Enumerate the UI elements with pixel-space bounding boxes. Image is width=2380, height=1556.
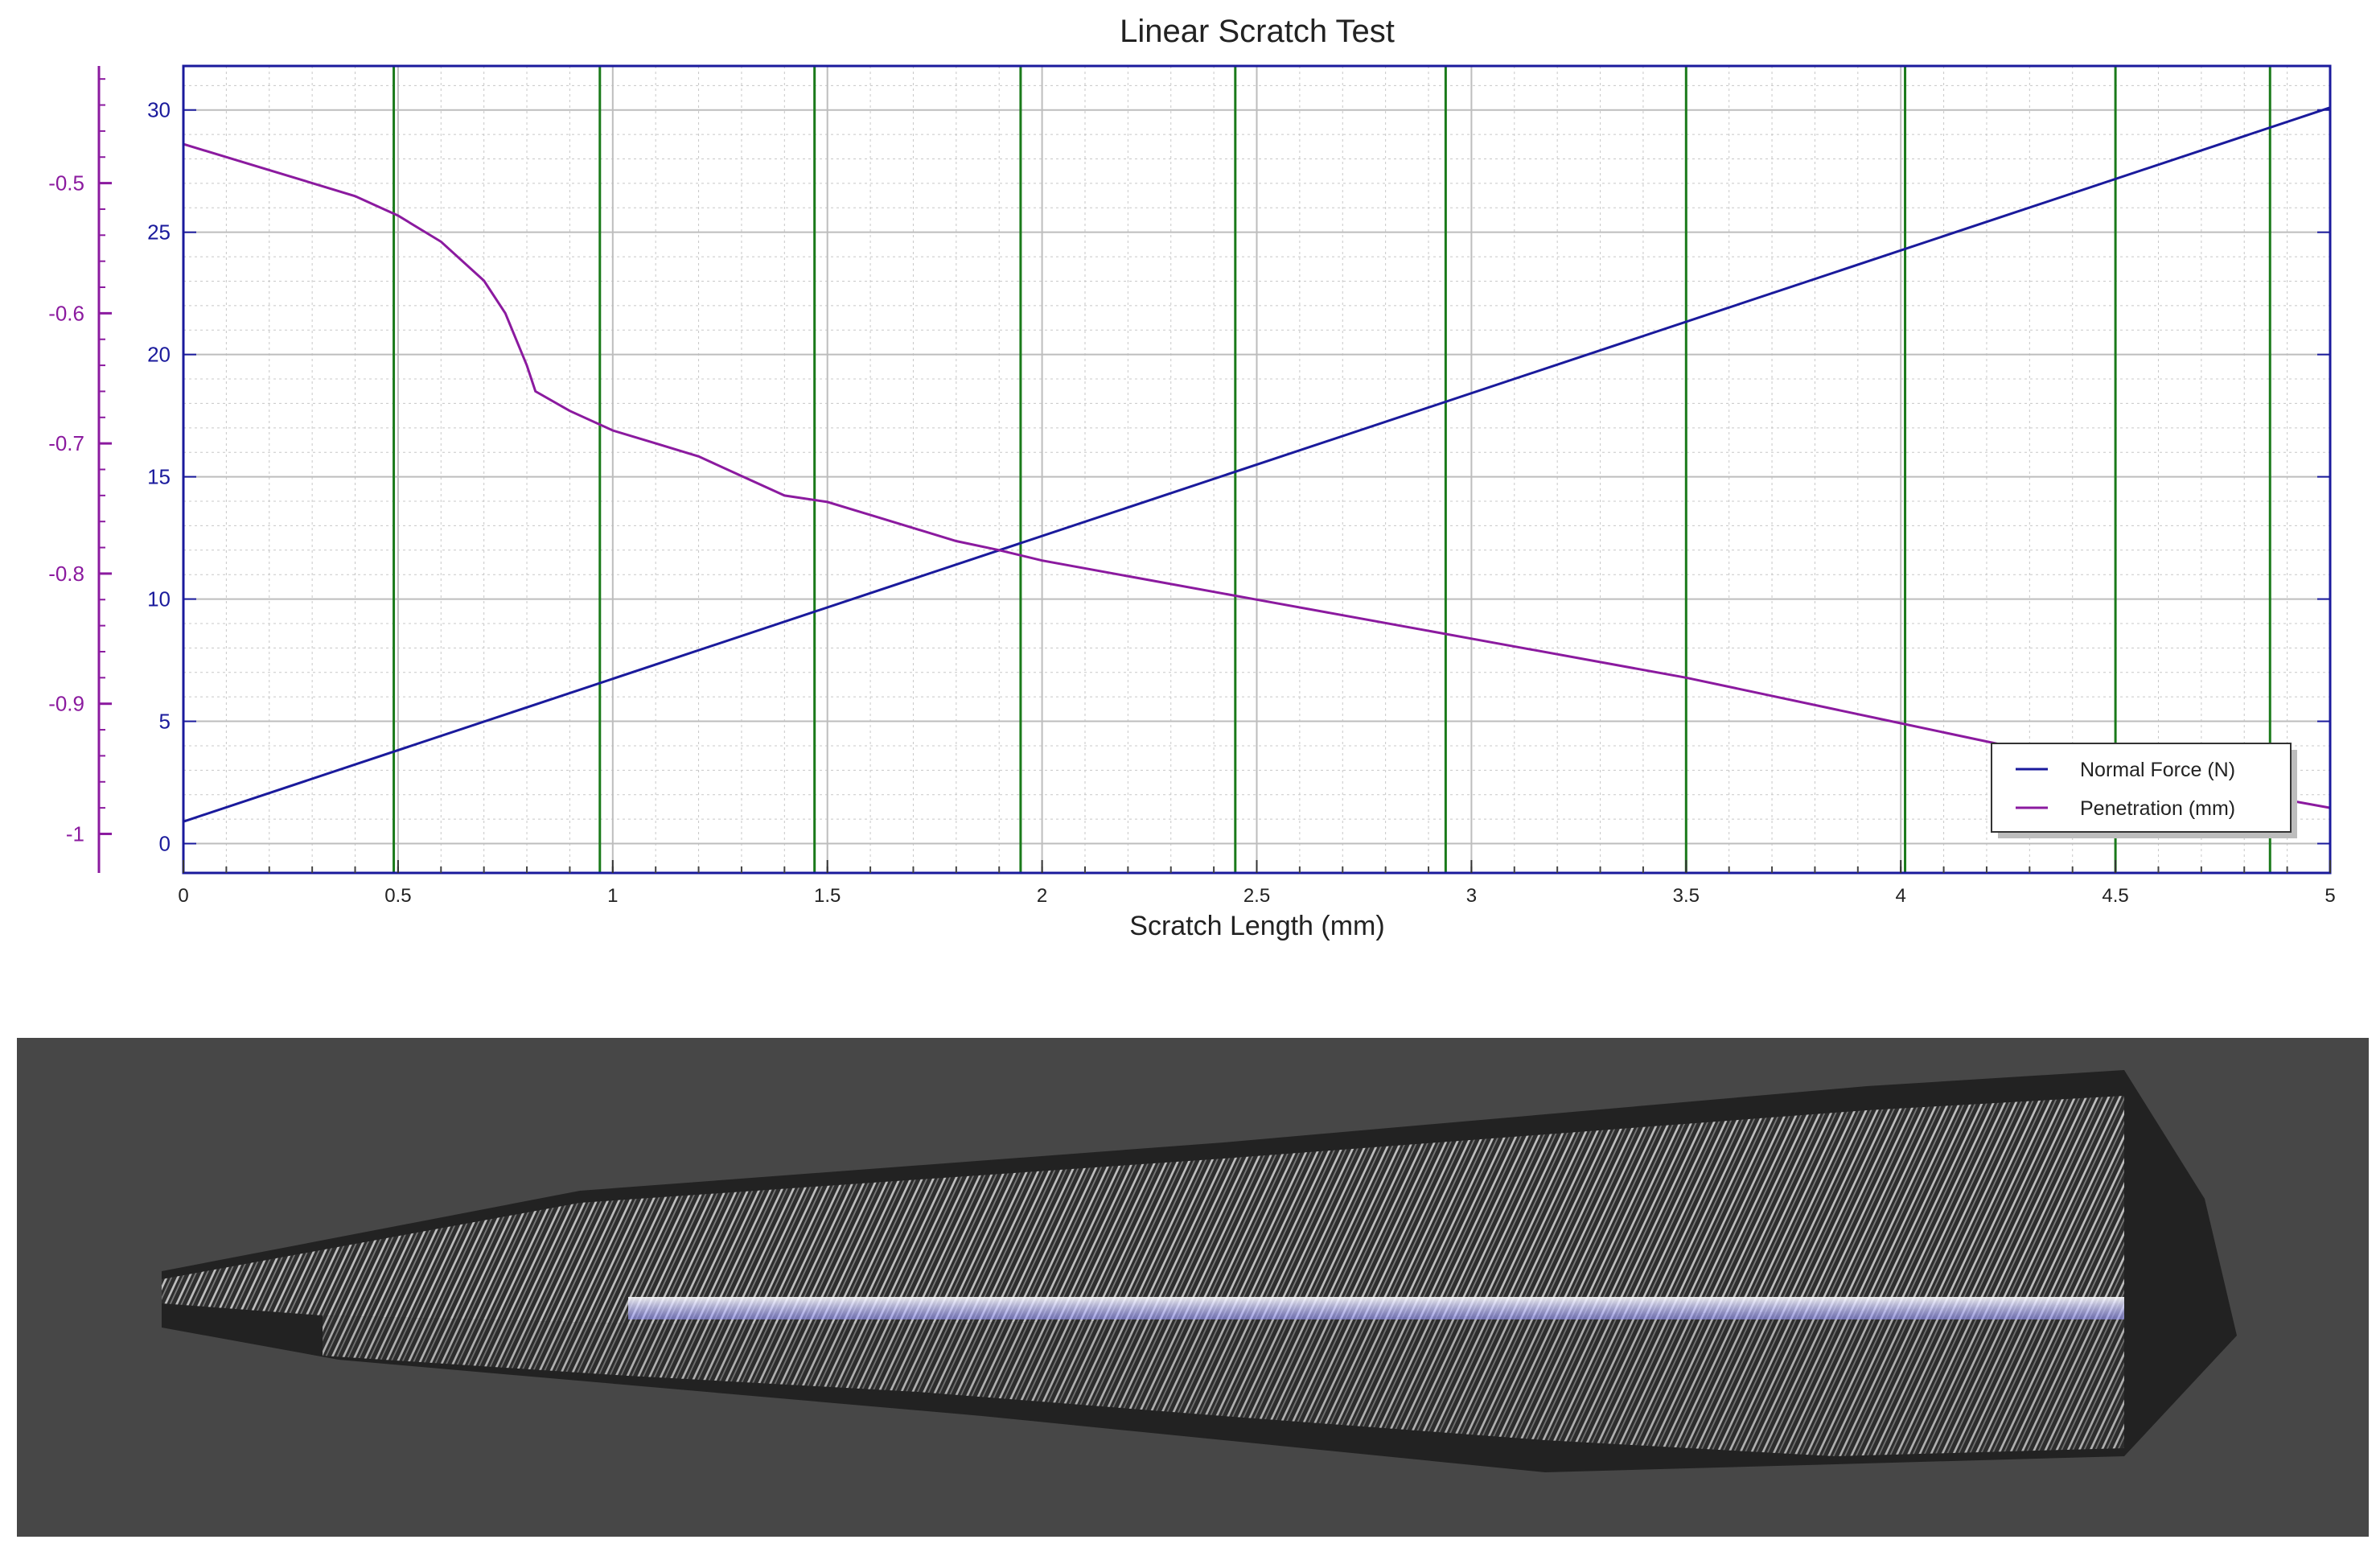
scratch-track-image (17, 1038, 2369, 1537)
x-tick-label: 4 (1896, 885, 1906, 907)
x-tick-label: 3 (1466, 885, 1477, 907)
vertical-marker-layer (393, 66, 2271, 873)
legend-label: Normal Force (N) (2080, 759, 2235, 781)
normal-force-line (183, 106, 2331, 823)
penetration-tick-label: -1 (66, 821, 84, 846)
y-left-tick-label: 5 (159, 710, 171, 734)
x-tick-label: 2.5 (1243, 885, 1270, 907)
scratch-test-chart: Linear Scratch Test 0 0.5 1 1.5 2 2.5 3 3.5 4 4.5… (48, 14, 2336, 941)
y-left-tick-label: 15 (147, 465, 171, 489)
x-tick-label: 4.5 (2102, 885, 2128, 907)
x-tick-label: 0 (178, 885, 188, 907)
chart-title: Linear Scratch Test (1120, 14, 1395, 49)
x-tick-label: 2 (1037, 885, 1047, 907)
y-left-tick-label: 10 (147, 587, 171, 611)
x-tick-label: 5 (2325, 885, 2335, 907)
penetration-line (183, 142, 2331, 809)
scratch-track-upper (162, 1096, 2124, 1323)
x-tick-label: 1.5 (814, 885, 841, 907)
y-left-tick-label: 25 (147, 220, 171, 245)
legend: Normal Force (N) Penetration (mm) (1991, 743, 2297, 838)
x-tick-label: 1 (607, 885, 618, 907)
x-tick-label: 3.5 (1673, 885, 1700, 907)
penetration-tick-label: -0.7 (48, 431, 84, 455)
penetration-tick-label: -0.6 (48, 301, 84, 325)
penetration-tick-label: -0.9 (48, 692, 84, 716)
scratch-track-lower (323, 1303, 2124, 1456)
axis-layer: 0 0.5 1 1.5 2 2.5 3 3.5 4 4.5 5 0 5 10 15 20 25 30 -0.5 -0.… (48, 64, 2336, 907)
chart-svg: Linear Scratch Test 0 0.5 1 1.5 2 2.5 3 3.5 4 4.5… (48, 14, 2336, 941)
scratch-track-micrograph (17, 1038, 2369, 1537)
y-left-tick-label: 20 (147, 343, 171, 367)
y-left-tick-label: 30 (147, 98, 171, 122)
legend-label: Penetration (mm) (2080, 797, 2235, 820)
penetration-tick-label: -0.5 (48, 171, 84, 196)
y-left-tick-label: 0 (159, 832, 171, 856)
x-tick-label: 0.5 (384, 885, 411, 907)
scratch-bright-band (628, 1297, 2124, 1319)
series-layer (183, 106, 2331, 823)
x-axis-label: Scratch Length (mm) (1129, 911, 1384, 941)
legend-box (1991, 743, 2292, 833)
penetration-tick-label: -0.8 (48, 562, 84, 586)
